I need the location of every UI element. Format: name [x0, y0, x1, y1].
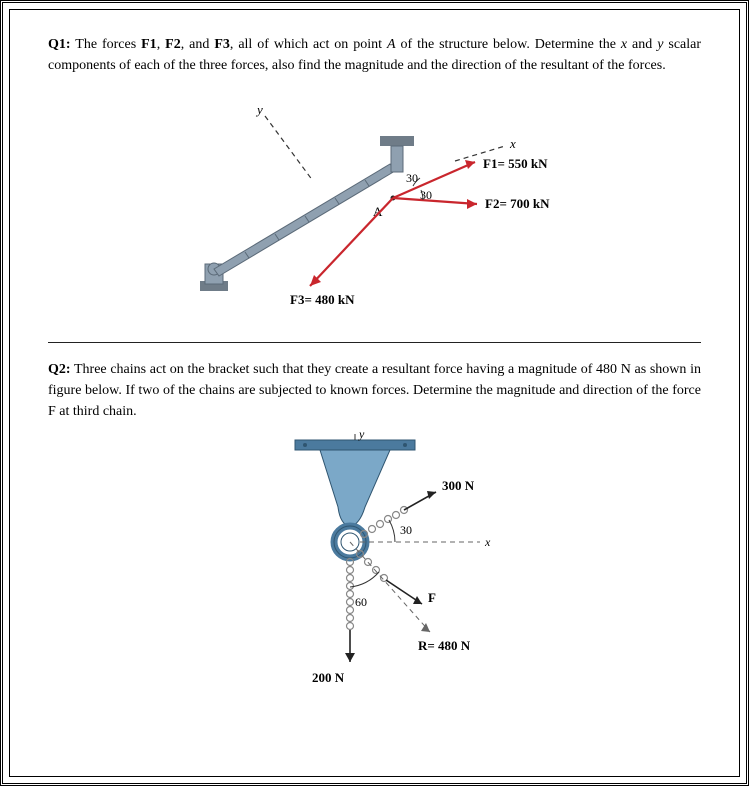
q1-svg: y x A F1= 550 kN F2= 700 kN	[145, 86, 605, 336]
top-plate	[295, 440, 415, 450]
q1-part8: of the structure below. Determine the	[396, 37, 621, 52]
q2-x-label: x	[484, 535, 491, 549]
resultant-label: R= 480 N	[418, 638, 471, 653]
q1-part0: The forces	[75, 37, 141, 52]
q2-svg: y 300 N x 30	[200, 432, 550, 702]
q2-body: Three chains act on the bracket such tha…	[48, 362, 701, 419]
q2-figure: y 300 N x 30	[48, 432, 701, 702]
resultant-arrowhead	[421, 623, 430, 632]
q1-A: A	[387, 37, 396, 52]
boom-icon	[214, 164, 395, 276]
q2-angle30-arc	[389, 520, 395, 542]
bracket-body	[320, 450, 390, 527]
q1-y-label: y	[255, 102, 263, 117]
q1-label: Q1:	[48, 37, 71, 52]
f3-label: F3= 480 kN	[290, 292, 355, 307]
page-inner-border: Q1: The forces F1, F2, and F3, all of wh…	[9, 9, 740, 777]
divider	[48, 342, 701, 343]
f2-arrow	[393, 198, 477, 209]
y-axis	[265, 116, 313, 181]
q1-part6: , all of which act on point	[230, 37, 387, 52]
f2-label: F2= 700 kN	[485, 196, 550, 211]
f1-label: F1= 550 kN	[483, 156, 548, 171]
force-200-label: 200 N	[312, 670, 345, 685]
chain-300	[360, 491, 436, 538]
q1-text: Q1: The forces F1, F2, and F3, all of wh…	[48, 34, 701, 76]
force-f-label: F	[428, 590, 436, 605]
q2-angle60-arc	[350, 572, 379, 587]
q2-angle2: 60	[355, 595, 367, 609]
force-300-label: 300 N	[442, 478, 475, 493]
q2-label: Q2:	[48, 362, 71, 377]
chain-200	[345, 559, 355, 663]
q1-part2: ,	[157, 37, 165, 52]
q1-angle2: 30	[420, 188, 432, 202]
resultant-line	[350, 542, 430, 632]
q2-text: Q2: Three chains act on the bracket such…	[48, 359, 701, 422]
q1-f2: F2	[165, 37, 181, 52]
q2-angle1: 30	[400, 523, 412, 537]
q2-y-label: y	[358, 432, 365, 441]
q1-part4: , and	[181, 37, 215, 52]
q1-f1: F1	[141, 37, 157, 52]
page-outer-border: Q1: The forces F1, F2, and F3, all of wh…	[0, 0, 749, 786]
q1-f3: F3	[214, 37, 230, 52]
q1-x-label: x	[509, 136, 516, 151]
q1-angle1: 30	[406, 171, 418, 185]
q1-figure: y x A F1= 550 kN F2= 700 kN	[48, 86, 701, 336]
q1-part10: and	[627, 37, 657, 52]
